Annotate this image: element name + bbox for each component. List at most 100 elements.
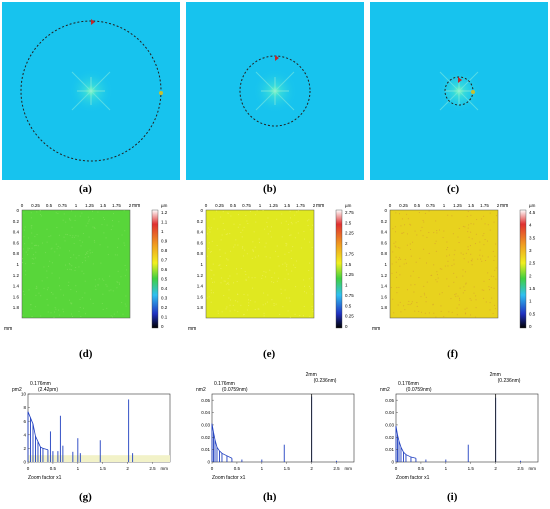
- map-noise-speck: [89, 252, 91, 254]
- map-noise-speck: [482, 255, 484, 257]
- map-noise-speck: [117, 270, 119, 272]
- map-noise-speck: [210, 227, 212, 229]
- map-noise-speck: [227, 212, 229, 214]
- map-noise-speck: [36, 211, 38, 213]
- map-noise-speck: [223, 229, 225, 231]
- y-tick-label: 1.4: [13, 284, 20, 289]
- map-noise-speck: [285, 245, 287, 247]
- map-noise-speck: [273, 282, 275, 284]
- map-noise-speck: [208, 227, 210, 229]
- map-noise-speck: [300, 247, 302, 249]
- map-noise-speck: [117, 246, 119, 248]
- map-noise-speck: [68, 263, 70, 265]
- map-noise-speck: [277, 255, 279, 257]
- colorbar-tick-label: 2.75: [345, 210, 354, 215]
- map-noise-speck: [460, 252, 462, 254]
- map-noise-speck: [220, 282, 222, 284]
- map-noise-speck: [487, 272, 489, 274]
- map-noise-speck: [243, 313, 245, 315]
- y-tick-label: 1.8: [381, 305, 388, 310]
- map-noise-speck: [405, 262, 407, 264]
- map-noise-speck: [247, 223, 249, 225]
- map-noise-speck: [245, 274, 247, 276]
- map-noise-speck: [77, 235, 79, 237]
- map-noise-speck: [206, 233, 208, 235]
- map-noise-speck: [222, 211, 224, 213]
- map-noise-speck: [237, 214, 239, 216]
- y-tick-label: 1.8: [13, 305, 20, 310]
- height-map-image: [389, 209, 499, 319]
- colorbar-tick-label: 2.5: [529, 261, 536, 266]
- map-noise-speck: [435, 250, 437, 252]
- map-noise-speck: [275, 303, 277, 305]
- map-noise-speck: [424, 294, 426, 296]
- map-noise-speck: [22, 314, 24, 316]
- map-noise-speck: [287, 310, 289, 312]
- map-noise-speck: [309, 316, 311, 318]
- map-noise-speck: [243, 226, 245, 228]
- marker-arrow-icon[interactable]: [458, 77, 462, 83]
- marker-arrow-icon[interactable]: [275, 55, 279, 61]
- y-tick-label: 1.2: [197, 273, 204, 278]
- map-noise-speck: [294, 313, 296, 315]
- colorbar-tick-label: 1: [529, 299, 532, 304]
- map-noise-speck: [242, 255, 244, 257]
- map-noise-speck: [392, 298, 394, 300]
- map-noise-speck: [434, 243, 436, 245]
- map-noise-speck: [399, 265, 401, 267]
- map-noise-speck: [28, 248, 30, 250]
- map-noise-speck: [31, 247, 33, 249]
- map-noise-speck: [71, 265, 73, 267]
- map-noise-speck: [47, 265, 49, 267]
- map-noise-speck: [458, 297, 460, 299]
- map-noise-speck: [474, 316, 476, 318]
- map-noise-speck: [464, 271, 466, 273]
- map-noise-speck: [23, 236, 25, 238]
- map-noise-speck: [109, 275, 111, 277]
- y-unit-label: mm: [188, 326, 196, 332]
- map-noise-speck: [470, 314, 472, 316]
- map-noise-speck: [79, 298, 81, 300]
- marker-arrow-icon[interactable]: [91, 19, 95, 25]
- map-noise-speck: [476, 219, 478, 221]
- map-noise-speck: [248, 299, 250, 301]
- colorbar-tick-label: 1.1: [161, 220, 168, 225]
- x-unit-label: mm: [345, 466, 353, 471]
- map-noise-speck: [70, 303, 72, 305]
- map-noise-speck: [86, 252, 88, 254]
- map-noise-speck: [92, 218, 94, 220]
- map-noise-speck: [209, 228, 211, 230]
- map-noise-speck: [23, 212, 25, 214]
- map-noise-speck: [483, 297, 485, 299]
- map-noise-speck: [81, 270, 83, 272]
- map-noise-speck: [237, 310, 239, 312]
- map-noise-speck: [254, 308, 256, 310]
- map-noise-speck: [208, 242, 210, 244]
- map-noise-speck: [465, 312, 467, 314]
- zoom-factor-label: Zoom factor x1: [396, 475, 430, 481]
- colorbar-tick-label: 4: [529, 223, 532, 228]
- map-noise-speck: [433, 264, 435, 266]
- map-noise-speck: [266, 226, 268, 228]
- marker-dot-icon[interactable]: [471, 90, 475, 94]
- map-noise-speck: [58, 234, 60, 236]
- map-noise-speck: [404, 309, 406, 311]
- y-tick-label: 8: [23, 405, 26, 410]
- spectrum-line: [395, 426, 417, 459]
- map-noise-speck: [309, 287, 311, 289]
- map-noise-speck: [30, 217, 32, 219]
- marker-dot-icon[interactable]: [159, 91, 163, 95]
- map-noise-speck: [31, 227, 33, 229]
- map-noise-speck: [262, 210, 264, 212]
- x-unit-label: mm: [500, 203, 508, 209]
- map-noise-speck: [227, 282, 229, 284]
- map-noise-speck: [55, 297, 57, 299]
- map-noise-speck: [493, 287, 495, 289]
- map-noise-speck: [418, 310, 420, 312]
- map-noise-speck: [235, 239, 237, 241]
- map-noise-speck: [51, 247, 53, 249]
- colorbar-tick-label: 0.4: [161, 286, 168, 291]
- map-noise-speck: [435, 240, 437, 242]
- colorbar: [151, 209, 159, 329]
- map-noise-speck: [55, 212, 57, 214]
